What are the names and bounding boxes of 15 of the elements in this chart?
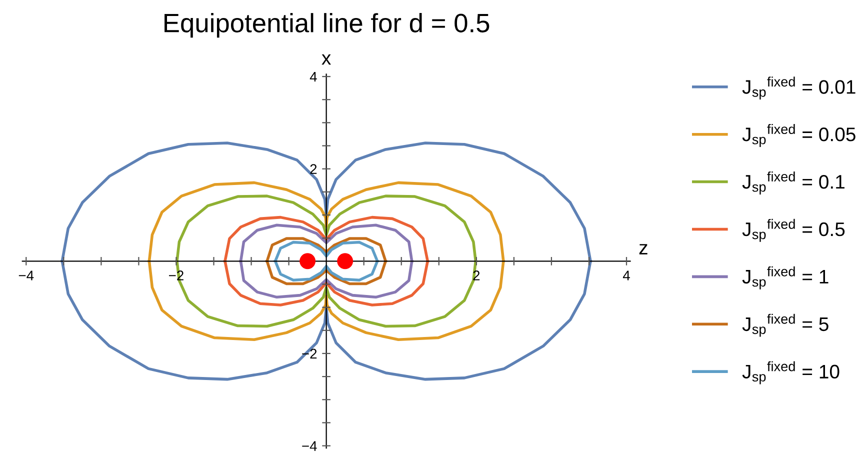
legend-label: J$_{sp}$$^{fixed}$ = 5 xyxy=(742,314,828,337)
legend-label: J$_{sp}$$^{fixed}$ = 0.05 xyxy=(742,124,856,147)
chart-title: Equipotential line for d = 0.5 xyxy=(164,13,490,38)
y-axis-title: x xyxy=(322,54,331,65)
legend-label: J$_{sp}$$^{fixed}$ = 0.1 xyxy=(742,171,844,194)
legend-label: J$_{sp}$$^{fixed}$ = 10 xyxy=(742,361,840,384)
y-tick-label: 2 xyxy=(310,164,317,174)
x-axis-title: z xyxy=(639,244,648,254)
y-tick-label: −4 xyxy=(302,441,317,451)
legend-label: J$_{sp}$$^{fixed}$ = 0.01 xyxy=(742,76,856,100)
legend-label: J$_{sp}$$^{fixed}$ = 1 xyxy=(742,266,828,290)
legend-label: J$_{sp}$$^{fixed}$ = 0.5 xyxy=(742,218,845,242)
x-tick-label: 4 xyxy=(622,270,630,280)
x-tick-label: −4 xyxy=(18,270,34,280)
y-tick-label: 4 xyxy=(310,72,317,82)
